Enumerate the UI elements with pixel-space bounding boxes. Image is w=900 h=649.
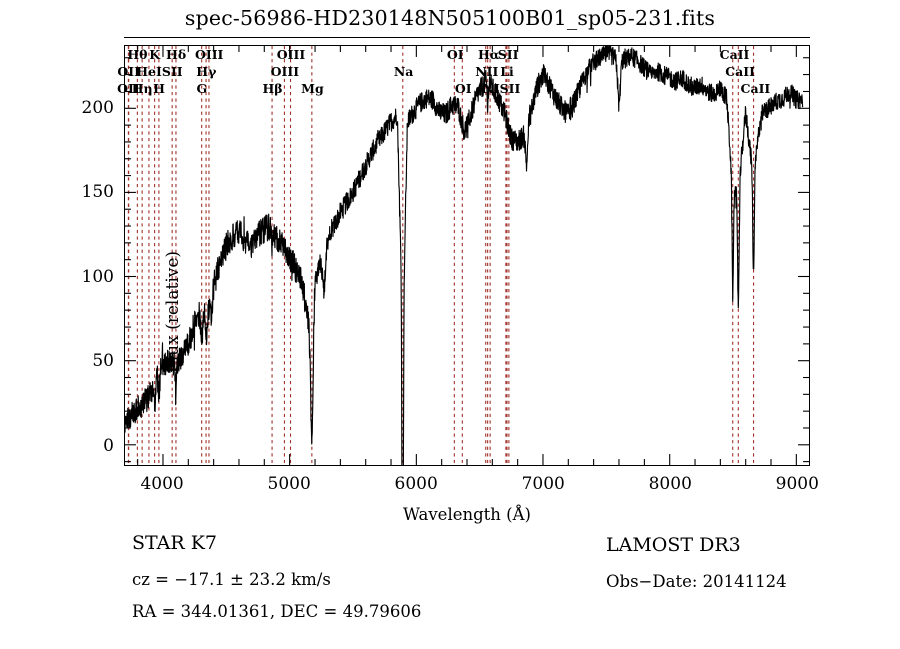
- line-label-oi: OI: [446, 47, 464, 62]
- line-label-nii: NII: [475, 64, 499, 79]
- line-label-caii: CaII: [740, 81, 771, 96]
- line-label-caii: CaII: [725, 64, 755, 79]
- line-label-caii: CaII: [719, 47, 750, 62]
- x-tick-label: 5000: [267, 474, 311, 494]
- line-label-hei: HeI: [136, 64, 162, 79]
- line-label-k: K: [149, 47, 161, 62]
- x-axis-title: Wavelength (Å): [403, 505, 531, 524]
- x-axis-ticks: [137, 46, 797, 465]
- x-tick-label: 9000: [775, 474, 819, 494]
- line-label-ni: NI: [482, 81, 500, 96]
- line-label-oiii: OIII: [276, 47, 306, 62]
- y-tick-label: 200: [81, 97, 114, 118]
- observation-date-text: Obs−Date: 20141124: [606, 572, 787, 591]
- line-label-h: Hγ: [196, 64, 217, 79]
- line-label-h: Hθ: [127, 47, 148, 62]
- y-tick-label: 50: [92, 351, 114, 372]
- x-tick-label: 8000: [648, 474, 692, 494]
- line-label-oii: OII: [117, 64, 140, 79]
- line-label-oii: OII: [117, 81, 140, 96]
- page-title: spec-56986-HD230148N505100B01_sp05-231.f…: [184, 6, 716, 30]
- line-label-h: Hβ: [262, 81, 283, 96]
- spectrum-trace: [125, 46, 804, 465]
- line-label-na: Na: [393, 64, 414, 79]
- object-class-text: STAR K7: [132, 532, 217, 554]
- line-label-mg: Mg: [301, 81, 324, 96]
- line-label-oiii: OIII: [270, 64, 300, 79]
- y-tick-label: 150: [81, 182, 114, 203]
- survey-name-text: LAMOST DR3: [606, 534, 741, 556]
- y-axis-title: Flux (relative): [163, 250, 183, 374]
- line-label-h: Hδ: [166, 47, 187, 62]
- y-tick-label: 100: [81, 266, 114, 287]
- line-label-oiii: OIII: [194, 47, 224, 62]
- coordinates-text: RA = 344.01361, DEC = 49.79606: [132, 602, 422, 621]
- spectrum-canvas: [125, 46, 809, 465]
- line-label-sii: SII: [161, 64, 183, 79]
- title-divider: [124, 37, 810, 38]
- x-tick-label: 4000: [140, 474, 184, 494]
- line-label-sii: SII: [499, 81, 521, 96]
- redshift-velocity-text: cz = −17.1 ± 23.2 km/s: [132, 570, 331, 589]
- line-label-sii: SII: [497, 47, 519, 62]
- line-label-h: Hη: [131, 81, 153, 96]
- x-tick-label: 6000: [394, 474, 438, 494]
- line-label-g: G: [196, 81, 208, 96]
- line-label-h: Hα: [477, 47, 500, 62]
- line-label-oi: OI: [454, 81, 472, 96]
- line-label-li: Li: [500, 64, 514, 79]
- plot-frame: OII OII Hθ Hη HeI K H SII Hδ Hγ G OIII Hβ OIII OIII Mg N…: [117, 45, 810, 466]
- y-tick-label: 0: [103, 435, 114, 456]
- x-tick-label: 7000: [521, 474, 565, 494]
- line-label-h: H: [153, 81, 165, 96]
- y-axis-ticks: [125, 57, 809, 463]
